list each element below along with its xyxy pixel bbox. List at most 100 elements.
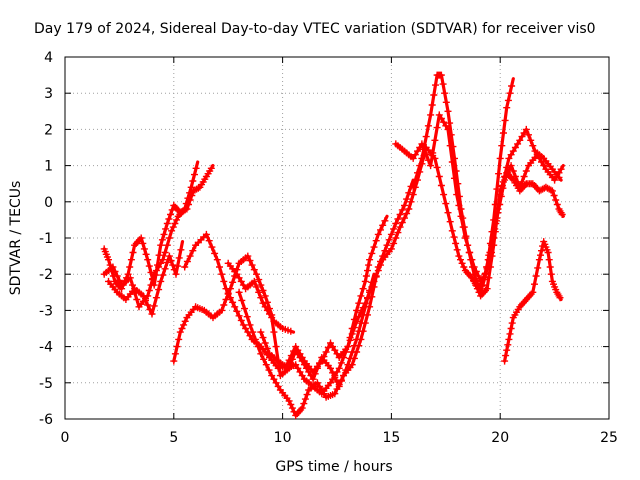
data-point [457,256,464,264]
data-point [435,111,443,119]
data-point [500,129,507,137]
y-axis-label: SDTVAR / TECUs [8,181,24,296]
data-point [498,182,506,190]
data-point [430,91,438,99]
data-point [364,267,371,275]
data-point [260,355,268,363]
data-point [243,313,251,321]
data-point [257,328,265,336]
data-point [361,319,369,327]
data-point [407,198,415,206]
data-point [139,239,147,247]
data-point [165,252,173,260]
data-point [126,274,134,282]
data-point [159,256,167,264]
y-tick-label: -2 [39,267,53,283]
data-point [440,118,448,126]
data-point [403,210,411,218]
data-point [253,270,260,278]
data-point [532,272,540,280]
data-point [129,281,136,289]
data-point [163,220,171,227]
data-point [261,292,269,300]
data-point [170,266,178,274]
data-point [296,354,304,361]
y-tick-label: -3 [39,303,53,319]
data-point [465,249,473,256]
data-point [266,310,273,318]
y-tick-label: 0 [44,195,53,211]
data-point [427,111,435,119]
data-point [249,328,257,336]
data-point [150,270,158,278]
data-point [309,375,317,383]
data-point [372,272,380,280]
x-tick-label: 10 [274,430,292,446]
data-point [444,209,452,217]
data-point [183,258,191,265]
series-markers [257,183,419,398]
data-point [224,289,232,297]
data-point [285,397,293,405]
data-point [368,249,376,257]
series-markers [100,164,200,311]
data-point [469,263,476,271]
data-point [189,247,197,255]
data-point [464,241,472,249]
data-point [396,211,404,218]
data-point [409,183,417,191]
data-point [300,400,308,408]
y-tick-label: -6 [39,412,53,428]
data-point [431,154,439,162]
data-point [175,335,183,343]
data-point [181,263,189,271]
data-point [259,287,267,294]
data-point [488,252,496,260]
data-point [455,192,463,200]
data-point [147,281,155,289]
data-point [152,267,160,275]
data-point [366,288,374,296]
data-point [529,288,537,296]
data-point [398,219,406,227]
data-point [288,355,296,363]
data-point [357,308,365,316]
data-point [453,246,461,254]
data-point [149,276,157,284]
data-point [552,196,560,204]
data-point [163,258,171,266]
data-point [140,245,148,253]
data-point [137,234,145,242]
data-point [491,228,499,236]
data-point [237,316,245,324]
data-point [263,344,271,352]
data-point [257,350,265,358]
data-point [239,321,247,329]
data-point [333,385,341,393]
data-point [538,158,545,166]
data-point [161,265,169,273]
data-point [165,234,173,242]
data-point [296,368,304,376]
data-point [163,241,171,249]
data-point [292,346,300,354]
data-point [460,223,468,231]
data-point [231,303,239,311]
data-point [261,339,269,347]
data-point [233,307,241,315]
data-point [171,350,179,358]
data-point [259,299,267,307]
data-point [437,71,445,79]
data-point [165,215,173,223]
data-point [218,306,226,314]
axis-ticks: 0 5 10 15 20 25 -6 -5 -4 -3 -2 -1 0 1 2 3 4 [39,50,618,446]
data-point [520,129,528,137]
data-point [498,142,506,150]
data-point [157,277,165,285]
data-point [551,176,559,184]
data-point [113,272,121,280]
data-point [181,317,189,325]
data-point [155,263,163,271]
data-point [244,252,252,260]
